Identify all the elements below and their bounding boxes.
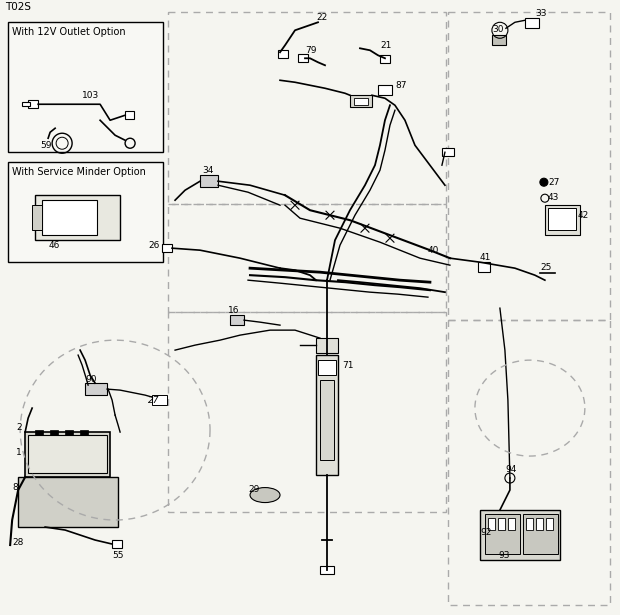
FancyBboxPatch shape — [50, 430, 58, 435]
FancyBboxPatch shape — [85, 383, 107, 395]
Text: 27: 27 — [548, 178, 559, 187]
Ellipse shape — [250, 488, 280, 502]
Text: 79: 79 — [305, 46, 316, 55]
Text: 26: 26 — [148, 241, 159, 250]
Text: 33: 33 — [535, 9, 546, 18]
FancyBboxPatch shape — [316, 338, 338, 353]
FancyBboxPatch shape — [200, 175, 218, 187]
FancyBboxPatch shape — [162, 244, 172, 252]
FancyBboxPatch shape — [298, 54, 308, 62]
Text: 21: 21 — [380, 41, 391, 50]
Text: 30: 30 — [492, 25, 503, 34]
FancyBboxPatch shape — [65, 430, 73, 435]
FancyBboxPatch shape — [546, 518, 553, 530]
FancyBboxPatch shape — [354, 98, 368, 105]
FancyBboxPatch shape — [320, 566, 334, 574]
FancyBboxPatch shape — [318, 360, 336, 375]
FancyBboxPatch shape — [380, 55, 390, 63]
FancyBboxPatch shape — [35, 195, 120, 240]
Text: 43: 43 — [548, 193, 559, 202]
FancyBboxPatch shape — [8, 162, 163, 262]
Text: 103: 103 — [82, 91, 99, 100]
FancyBboxPatch shape — [320, 380, 334, 460]
FancyBboxPatch shape — [28, 100, 38, 108]
Text: 29: 29 — [248, 485, 259, 494]
Text: With Service Minder Option: With Service Minder Option — [12, 167, 146, 177]
FancyBboxPatch shape — [508, 518, 515, 530]
FancyBboxPatch shape — [18, 477, 118, 527]
FancyBboxPatch shape — [526, 518, 533, 530]
FancyBboxPatch shape — [22, 102, 30, 106]
FancyBboxPatch shape — [485, 514, 520, 554]
Text: 34: 34 — [202, 166, 213, 175]
FancyBboxPatch shape — [230, 315, 244, 325]
Text: 87: 87 — [395, 81, 407, 90]
FancyBboxPatch shape — [442, 148, 454, 156]
Text: With 12V Outlet Option: With 12V Outlet Option — [12, 27, 126, 38]
FancyBboxPatch shape — [548, 208, 576, 230]
FancyBboxPatch shape — [536, 518, 543, 530]
FancyBboxPatch shape — [25, 432, 110, 477]
Text: 16: 16 — [228, 306, 239, 315]
Text: 59: 59 — [40, 141, 51, 150]
FancyBboxPatch shape — [278, 50, 288, 58]
Text: 71: 71 — [342, 361, 353, 370]
Text: 8: 8 — [12, 483, 18, 492]
Circle shape — [540, 178, 548, 186]
Text: 27: 27 — [148, 396, 159, 405]
FancyBboxPatch shape — [125, 111, 134, 119]
Text: 93: 93 — [498, 551, 510, 560]
Text: 55: 55 — [112, 551, 123, 560]
Text: 90: 90 — [85, 375, 97, 384]
Text: 40: 40 — [428, 246, 440, 255]
FancyBboxPatch shape — [492, 35, 506, 46]
FancyBboxPatch shape — [35, 430, 43, 435]
FancyBboxPatch shape — [480, 510, 560, 560]
Text: 92: 92 — [480, 528, 491, 537]
FancyBboxPatch shape — [112, 540, 122, 548]
Text: 22: 22 — [316, 14, 327, 22]
Text: 28: 28 — [12, 538, 24, 547]
Text: 2: 2 — [16, 423, 22, 432]
FancyBboxPatch shape — [478, 262, 490, 272]
FancyBboxPatch shape — [350, 95, 372, 107]
FancyBboxPatch shape — [8, 22, 163, 153]
FancyBboxPatch shape — [316, 355, 338, 475]
Text: 25: 25 — [540, 263, 551, 272]
Text: 41: 41 — [480, 253, 491, 262]
FancyBboxPatch shape — [32, 205, 42, 230]
FancyBboxPatch shape — [378, 85, 392, 95]
Text: 1: 1 — [16, 448, 22, 457]
FancyBboxPatch shape — [523, 514, 558, 554]
Text: T02S: T02S — [5, 2, 31, 12]
Text: 46: 46 — [48, 241, 60, 250]
FancyBboxPatch shape — [152, 395, 167, 405]
FancyBboxPatch shape — [525, 18, 539, 28]
FancyBboxPatch shape — [80, 430, 88, 435]
Text: 94: 94 — [505, 465, 516, 474]
Text: 42: 42 — [578, 211, 589, 220]
FancyBboxPatch shape — [28, 435, 107, 473]
FancyBboxPatch shape — [488, 518, 495, 530]
FancyBboxPatch shape — [498, 518, 505, 530]
FancyBboxPatch shape — [42, 200, 97, 235]
FancyBboxPatch shape — [545, 205, 580, 235]
